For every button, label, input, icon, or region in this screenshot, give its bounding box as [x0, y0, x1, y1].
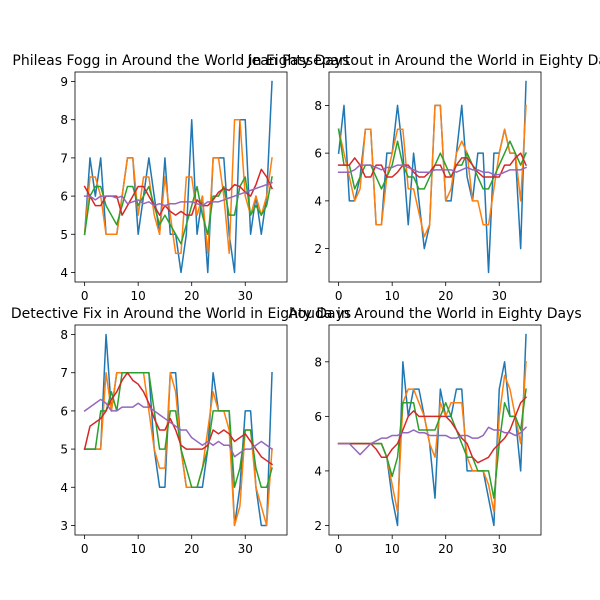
y-tick-label: 8	[314, 99, 322, 113]
series-line-3	[83, 176, 273, 245]
subplot-title: Jean Passepartout in Around the World in…	[246, 53, 600, 69]
y-tick-label: 6	[314, 410, 322, 424]
y-tick-label: 8	[314, 355, 322, 369]
axes-frame	[74, 324, 288, 536]
titles-layer: Phileas Fogg in Around the World in Eigh…	[11, 53, 600, 322]
x-tick-label: 0	[335, 542, 343, 556]
x-tick-label: 10	[385, 542, 400, 556]
x-tick-label: 0	[81, 289, 89, 303]
y-tick-label: 4	[60, 481, 68, 495]
y-tick-label: 4	[314, 464, 322, 478]
y-tick-label: 6	[314, 147, 322, 161]
x-tick-label: 20	[438, 542, 453, 556]
x-tick-label: 20	[184, 542, 199, 556]
y-tick-label: 7	[60, 151, 68, 165]
series-line-5	[83, 181, 273, 207]
series-line-4	[83, 371, 274, 466]
x-tick-label: 30	[238, 542, 253, 556]
series-line-2	[83, 371, 273, 527]
series-line-3	[83, 371, 273, 489]
series-line-5	[337, 164, 528, 176]
x-tick-label: 30	[492, 542, 507, 556]
y-tick-label: 2	[314, 242, 322, 256]
axes-frame	[74, 71, 288, 283]
axes-frame	[328, 324, 542, 536]
subplot-title: Detective Fix in Around the World in Eig…	[11, 306, 351, 322]
y-tick-label: 4	[60, 266, 68, 280]
y-tick-label: 7	[60, 366, 68, 380]
x-tick-label: 20	[184, 289, 199, 303]
subplot-1: 0 10 20 30 4 5 6 7 8 9	[60, 71, 288, 303]
y-tick-label: 3	[60, 519, 68, 533]
y-tick-label: 9	[60, 75, 68, 89]
series-line-2	[83, 118, 273, 255]
subplot-title: Aouda in Around the World in Eighty Days	[288, 306, 581, 322]
x-tick-label: 10	[131, 542, 146, 556]
series-line-5	[337, 426, 528, 456]
y-tick-label: 6	[60, 404, 68, 418]
series-line-4	[83, 168, 274, 216]
x-tick-label: 0	[335, 289, 343, 303]
x-tick-label: 30	[492, 289, 507, 303]
y-tick-label: 2	[314, 519, 322, 533]
subplot-2: 0 10 20 30 2 4 6 8	[314, 71, 542, 303]
subplot-4: 0 10 20 30 2 4 6 8	[314, 324, 542, 556]
y-tick-label: 4	[314, 194, 322, 208]
axes-frame	[328, 71, 542, 283]
y-tick-label: 8	[60, 113, 68, 127]
y-tick-label: 8	[60, 328, 68, 342]
y-tick-label: 5	[60, 228, 68, 242]
subplot-title: Phileas Fogg in Around the World in Eigh…	[12, 53, 349, 69]
series-line-2	[337, 104, 527, 238]
series-line-5	[83, 398, 274, 458]
x-tick-label: 30	[238, 289, 253, 303]
subplot-3: 0 10 20 30 3 4 5 6 7 8	[60, 324, 288, 556]
x-tick-label: 20	[438, 289, 453, 303]
x-tick-label: 10	[385, 289, 400, 303]
x-tick-label: 10	[131, 289, 146, 303]
y-tick-label: 5	[60, 443, 68, 457]
y-tick-label: 6	[60, 190, 68, 204]
x-tick-label: 0	[81, 542, 89, 556]
series-line-4	[337, 152, 528, 178]
